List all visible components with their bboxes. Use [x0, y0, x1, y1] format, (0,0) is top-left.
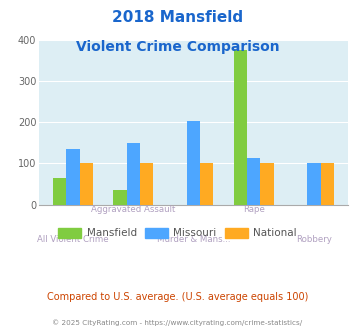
Legend: Mansfield, Missouri, National: Mansfield, Missouri, National [54, 223, 301, 242]
Text: Compared to U.S. average. (U.S. average equals 100): Compared to U.S. average. (U.S. average … [47, 292, 308, 302]
Bar [127, 143, 140, 205]
Text: Aggravated Assault: Aggravated Assault [91, 205, 175, 214]
Text: Rape: Rape [243, 205, 265, 214]
Bar [53, 178, 66, 205]
Bar [260, 163, 274, 205]
Bar [307, 163, 321, 205]
Bar [200, 163, 213, 205]
Bar [247, 158, 260, 205]
Text: 2018 Mansfield: 2018 Mansfield [112, 10, 243, 25]
Bar [187, 121, 200, 205]
Bar [140, 163, 153, 205]
Text: All Violent Crime: All Violent Crime [37, 235, 109, 244]
Bar [321, 163, 334, 205]
Bar [234, 50, 247, 205]
Text: Murder & Mans...: Murder & Mans... [157, 235, 230, 244]
Text: Violent Crime Comparison: Violent Crime Comparison [76, 40, 279, 53]
Bar [66, 149, 80, 205]
Text: © 2025 CityRating.com - https://www.cityrating.com/crime-statistics/: © 2025 CityRating.com - https://www.city… [53, 319, 302, 326]
Text: Robbery: Robbery [296, 235, 332, 244]
Bar [113, 190, 127, 205]
Bar [80, 163, 93, 205]
